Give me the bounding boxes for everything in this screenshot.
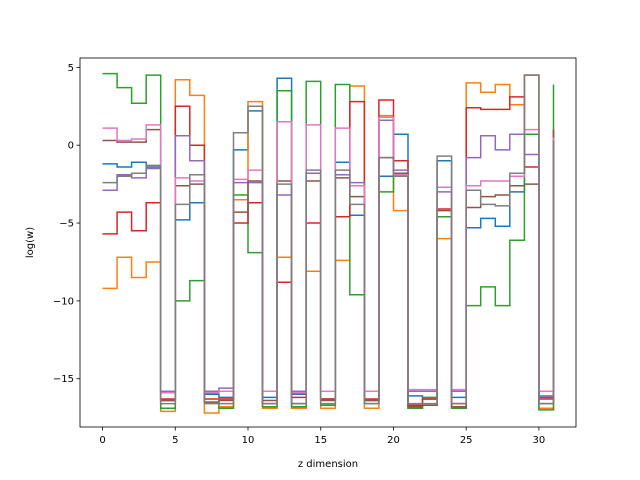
series-line-8 — [102, 74, 555, 405]
x-tick-label: 20 — [387, 435, 400, 446]
x-tick-label: 15 — [314, 435, 327, 446]
y-tick-label: 0 — [68, 141, 74, 152]
series-line-2 — [102, 74, 555, 414]
series-layer — [102, 72, 555, 414]
y-tick-label: −5 — [59, 219, 74, 230]
plot-area-frame — [79, 57, 577, 428]
x-tick-label: 0 — [99, 435, 105, 446]
x-tick-label: 25 — [460, 435, 473, 446]
x-tick-label: 30 — [533, 435, 546, 446]
ticks-layer: 0 5 10 15 20 25 30 5 0 −5 −10 −15 — [53, 63, 545, 446]
y-tick-label: −10 — [53, 296, 74, 307]
y-axis-label: log(w) — [25, 227, 36, 258]
x-axis-label: z dimension — [298, 459, 358, 470]
series-line-3 — [102, 72, 555, 411]
y-tick-label: −15 — [53, 374, 74, 385]
x-tick-label: 5 — [172, 435, 178, 446]
x-tick-label: 10 — [242, 435, 255, 446]
y-tick-label: 5 — [68, 63, 74, 74]
